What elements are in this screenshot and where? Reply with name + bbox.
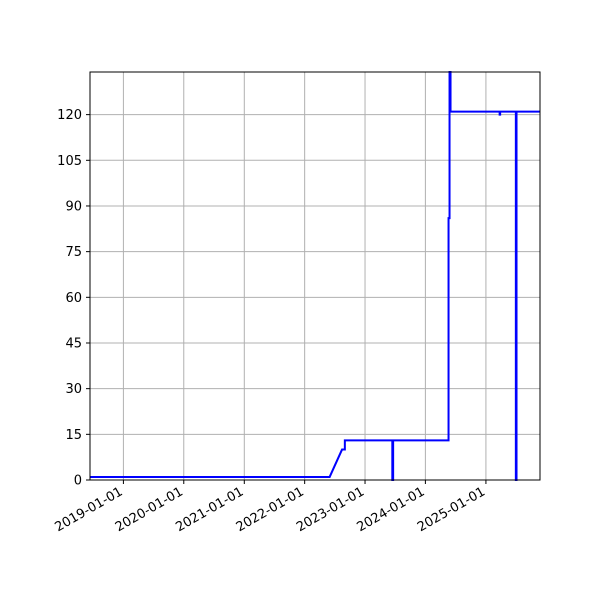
- y-tick-label: 120: [57, 108, 82, 123]
- y-axis: 0 15 30 45 60 75 90 105 120: [57, 108, 90, 489]
- x-tick-label: 2025-01-01: [415, 484, 488, 535]
- x-tick-label: 2019-01-01: [52, 484, 125, 535]
- x-axis: 2019-01-012020-01-012021-01-012022-01-01…: [52, 480, 488, 535]
- x-tick-label: 2020-01-01: [113, 484, 186, 535]
- x-tick-label: 2023-01-01: [294, 484, 367, 535]
- y-tick-label: 0: [74, 474, 82, 489]
- x-tick-label: 2021-01-01: [173, 484, 246, 535]
- series-layer: [90, 71, 540, 481]
- x-tick-label: 2024-01-01: [354, 484, 427, 535]
- y-tick-label: 45: [65, 336, 82, 351]
- y-tick-label: 30: [65, 382, 82, 397]
- plot-frame: [89, 71, 541, 481]
- x-tick-label: 2022-01-01: [234, 484, 307, 535]
- grid-layer: [90, 72, 540, 481]
- y-tick-label: 15: [65, 428, 82, 443]
- y-tick-label: 90: [65, 199, 82, 214]
- series-line: [90, 71, 540, 481]
- y-tick-label: 75: [65, 245, 82, 260]
- y-tick-label: 60: [65, 291, 82, 306]
- y-tick-label: 105: [57, 154, 82, 169]
